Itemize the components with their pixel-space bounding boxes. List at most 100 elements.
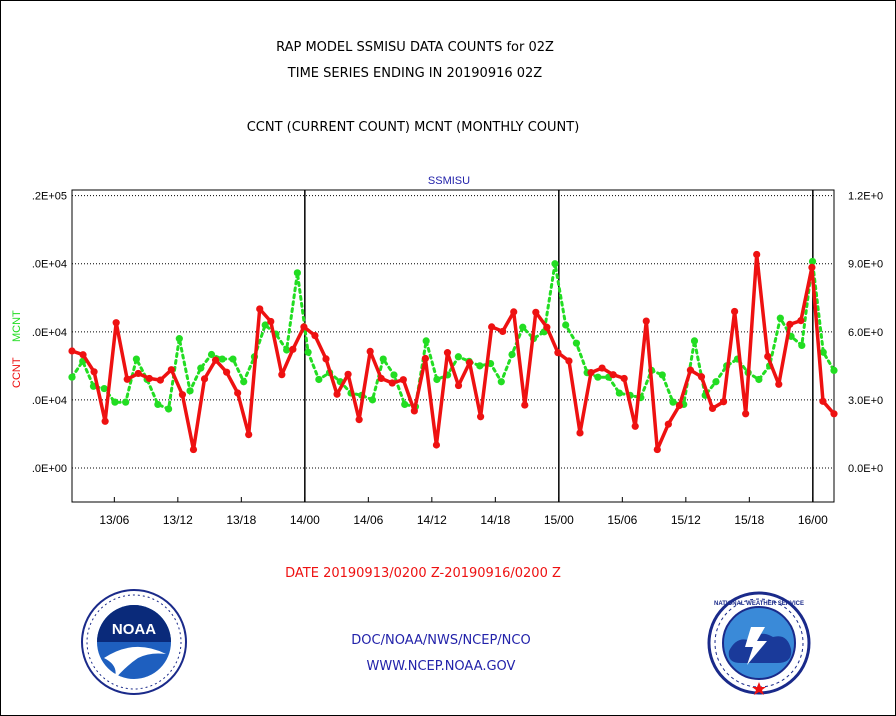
point-ccnt — [189, 445, 198, 454]
x-tick-label: 15/00 — [544, 513, 574, 527]
point-mcnt — [293, 269, 301, 277]
noaa-logo-text: NOAA — [112, 621, 156, 638]
x-tick-label: 13/12 — [163, 513, 193, 527]
panel-title: SSMISU — [428, 175, 470, 187]
point-ccnt — [366, 347, 374, 356]
point-ccnt — [664, 420, 672, 428]
x-tick-label: 15/12 — [671, 513, 701, 527]
point-mcnt — [261, 321, 269, 329]
point-ccnt — [68, 347, 76, 355]
point-mcnt — [712, 378, 720, 386]
point-mcnt — [315, 375, 323, 384]
x-tick-label: 16/00 — [798, 513, 828, 527]
point-mcnt — [819, 348, 827, 356]
point-ccnt — [708, 404, 717, 412]
point-ccnt — [388, 379, 396, 387]
point-ccnt — [90, 368, 98, 376]
point-ccnt — [543, 323, 551, 331]
nws-logo: NATIONAL WEATHER SERVICE — [707, 591, 811, 695]
right-tick-label: 9.0E+0 — [848, 259, 883, 271]
point-mcnt — [100, 384, 108, 393]
point-ccnt — [819, 397, 827, 405]
website-link[interactable]: WWW.NCEP.NOAA.GOV — [366, 659, 516, 674]
point-ccnt — [300, 323, 308, 331]
right-tick-label: 3.0E+0 — [848, 395, 883, 407]
right-tick-label: 0.0E+0 — [848, 463, 883, 475]
point-ccnt — [753, 250, 761, 259]
x-tick-label: 15/18 — [734, 513, 764, 527]
point-mcnt — [658, 371, 666, 379]
point-ccnt — [223, 368, 231, 376]
point-mcnt — [304, 348, 312, 356]
point-ccnt — [101, 417, 109, 425]
point-ccnt — [554, 349, 562, 357]
point-mcnt — [390, 371, 398, 379]
point-mcnt — [669, 398, 677, 406]
point-mcnt — [497, 378, 505, 386]
point-ccnt — [653, 445, 661, 454]
point-mcnt — [508, 350, 516, 359]
noaa-logo: NOAA — [81, 589, 187, 695]
point-mcnt — [755, 375, 763, 384]
point-ccnt — [686, 366, 695, 374]
point-mcnt — [186, 387, 194, 395]
point-mcnt — [164, 405, 173, 413]
point-ccnt — [731, 307, 739, 316]
right-tick-label: 1.2E+0 — [848, 191, 883, 203]
point-ccnt — [808, 263, 816, 271]
point-ccnt — [123, 375, 131, 383]
point-ccnt — [775, 380, 783, 388]
point-ccnt — [311, 332, 319, 340]
x-tick-label: 14/18 — [480, 513, 510, 527]
x-tick-label: 14/00 — [290, 513, 320, 527]
point-ccnt — [598, 364, 606, 372]
point-ccnt — [377, 374, 385, 383]
x-tick-label: 13/06 — [99, 513, 129, 527]
point-mcnt — [454, 353, 462, 361]
point-mcnt — [207, 350, 216, 359]
point-mcnt — [111, 398, 119, 406]
point-mcnt — [808, 257, 817, 266]
point-ccnt — [211, 356, 220, 364]
left-tick-label: .0E+04 — [32, 259, 67, 271]
point-mcnt — [562, 321, 570, 329]
point-ccnt — [576, 429, 584, 437]
x-tick-label: 14/12 — [417, 513, 447, 527]
point-ccnt — [322, 355, 330, 363]
point-ccnt — [786, 320, 794, 328]
point-mcnt — [154, 400, 162, 409]
point-ccnt — [156, 376, 164, 384]
left-tick-label: .0E+04 — [32, 395, 67, 407]
point-mcnt — [572, 339, 581, 347]
series-line-mcnt — [70, 261, 836, 412]
point-ccnt — [112, 319, 120, 327]
point-ccnt — [410, 407, 418, 415]
point-ccnt — [477, 413, 485, 421]
point-mcnt — [368, 396, 377, 404]
date-range: DATE 20190913/0200 Z-20190916/0200 Z — [285, 566, 561, 581]
point-ccnt — [267, 317, 275, 326]
chart-subtitle: CCNT (CURRENT COUNT) MCNT (MONTHLY COUNT… — [246, 120, 580, 135]
point-ccnt — [830, 410, 838, 418]
point-ccnt — [797, 317, 805, 325]
point-ccnt — [145, 374, 153, 383]
point-ccnt — [764, 352, 772, 360]
point-mcnt — [422, 337, 430, 345]
point-ccnt — [421, 354, 429, 363]
point-ccnt — [134, 369, 142, 378]
left-tick-label: .0E+00 — [32, 463, 67, 475]
left-axis-label-mcnt: MCNT — [11, 310, 23, 342]
point-ccnt — [432, 441, 441, 449]
point-mcnt — [283, 346, 291, 354]
point-ccnt — [697, 373, 706, 381]
point-ccnt — [256, 305, 264, 313]
point-ccnt — [742, 410, 750, 418]
point-ccnt — [167, 366, 175, 374]
point-mcnt — [132, 355, 140, 363]
point-mcnt — [240, 378, 248, 386]
point-ccnt — [344, 370, 352, 378]
point-ccnt — [79, 351, 87, 359]
point-ccnt — [333, 390, 341, 398]
point-mcnt — [122, 398, 130, 406]
